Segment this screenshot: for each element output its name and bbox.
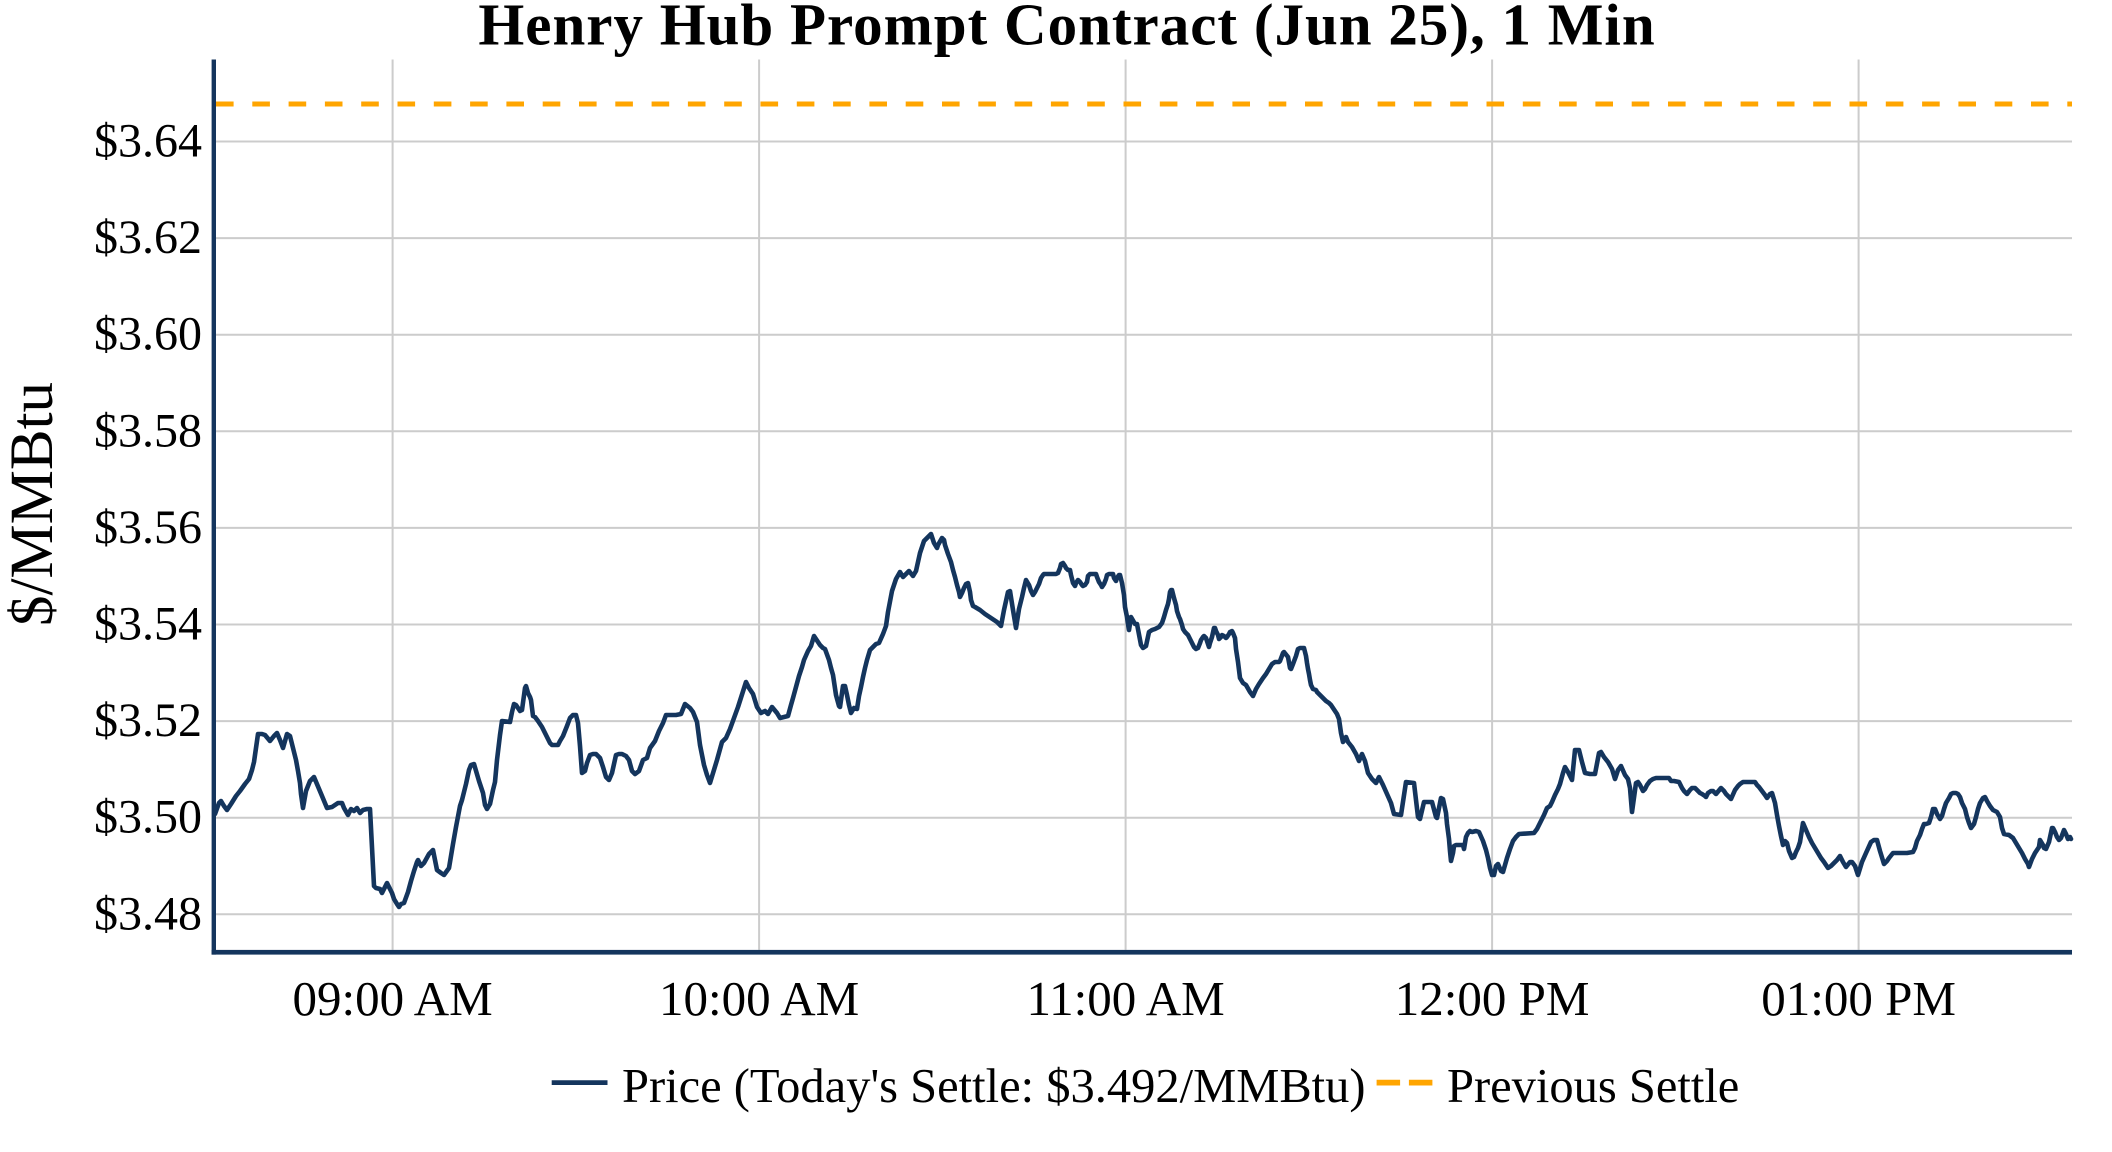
- svg-text:01:00 PM: 01:00 PM: [1761, 971, 1956, 1026]
- svg-text:$3.56: $3.56: [94, 501, 202, 554]
- svg-text:11:00 AM: 11:00 AM: [1026, 971, 1224, 1026]
- svg-text:$3.60: $3.60: [94, 308, 202, 361]
- svg-text:Henry Hub Prompt Contract (Jun: Henry Hub Prompt Contract (Jun 25), 1 Mi…: [478, 0, 1655, 58]
- svg-text:$3.54: $3.54: [94, 598, 202, 651]
- svg-text:$/MMBtu: $/MMBtu: [0, 382, 66, 626]
- svg-text:Price (Today's Settle: $3.492/: Price (Today's Settle: $3.492/MMBtu): [622, 1060, 1366, 1113]
- svg-text:09:00 AM: 09:00 AM: [293, 971, 493, 1026]
- svg-text:10:00 AM: 10:00 AM: [659, 971, 859, 1026]
- svg-text:12:00 PM: 12:00 PM: [1395, 971, 1590, 1026]
- svg-text:$3.52: $3.52: [94, 694, 202, 747]
- svg-text:$3.64: $3.64: [94, 115, 202, 168]
- svg-text:$3.50: $3.50: [94, 791, 202, 844]
- svg-text:$3.58: $3.58: [94, 404, 202, 457]
- svg-text:$3.48: $3.48: [94, 887, 202, 940]
- svg-text:$3.62: $3.62: [94, 211, 202, 264]
- svg-text:Previous Settle: Previous Settle: [1447, 1060, 1739, 1113]
